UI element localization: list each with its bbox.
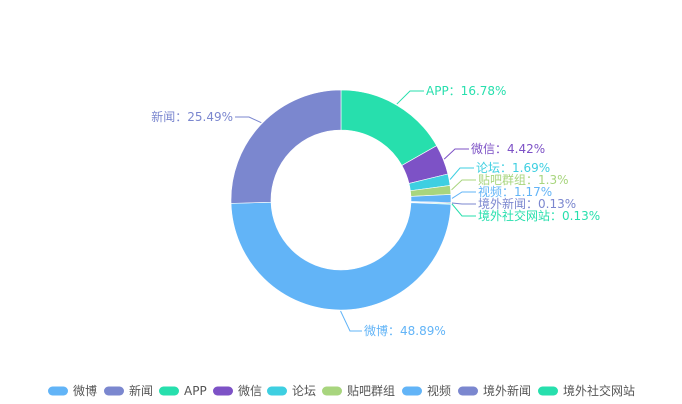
legend-item-境外社交网站[interactable]: 境外社交网站	[538, 383, 635, 398]
slice-label-微博: 微博：48.89%	[364, 323, 446, 338]
legend-item-新闻[interactable]: 新闻	[104, 383, 153, 398]
legend: 微博 新闻 APP 微信 论坛 贴吧群组 视频 境外新闻 境外社交网站	[48, 383, 635, 398]
legend-label: 视频	[427, 383, 451, 398]
legend-swatch	[267, 386, 287, 396]
legend-label: 微博	[73, 383, 97, 398]
slice-新闻[interactable]	[230, 89, 342, 204]
legend-swatch	[159, 386, 179, 396]
slice-label-APP: APP：16.78%	[426, 84, 506, 98]
legend-item-贴吧群组[interactable]: 贴吧群组	[322, 384, 395, 398]
leader-境外新闻	[451, 202, 476, 205]
slice-label-论坛: 论坛：1.69%	[476, 161, 550, 175]
leader-微信	[443, 148, 469, 160]
leader-视频	[451, 191, 476, 199]
leader-微博	[340, 310, 362, 332]
slice-label-境外社交网站: 境外社交网站：0.13%	[478, 208, 600, 223]
slice-label-微信: 微信：4.42%	[471, 142, 545, 156]
legend-swatch	[213, 386, 233, 396]
slice-label-贴吧群组: 贴吧群组：1.3%	[478, 173, 569, 187]
legend-swatch	[402, 386, 422, 396]
slice-微博[interactable]	[230, 201, 452, 311]
leader-境外社交网站	[451, 203, 476, 217]
leader-APP	[396, 90, 424, 105]
legend-label: 论坛	[292, 384, 316, 398]
legend-label: 境外社交网站	[563, 383, 635, 398]
slice-label-境外新闻: 境外新闻：0.13%	[478, 196, 576, 211]
legend-swatch	[538, 386, 558, 396]
legend-swatch	[322, 386, 342, 396]
legend-label: APP	[184, 384, 207, 398]
legend-item-视频[interactable]: 视频	[402, 383, 451, 398]
legend-swatch	[48, 386, 68, 396]
legend-item-微信[interactable]: 微信	[213, 384, 262, 398]
legend-swatch	[458, 386, 478, 396]
legend-label: 境外新闻	[483, 383, 531, 398]
slice-labels: APP：16.78% 微信：4.42% 论坛：1.69%贴吧群组：1.3%视频：1.…	[151, 84, 600, 338]
donut-slices	[230, 89, 452, 311]
legend-label: 贴吧群组	[347, 384, 395, 398]
slice-label-视频: 视频：1.17%	[478, 184, 552, 199]
slice-label-新闻: 新闻：25.49%	[151, 109, 233, 124]
leader-贴吧群组	[451, 179, 476, 191]
leader-论坛	[449, 167, 474, 180]
legend-item-微博[interactable]: 微博	[48, 383, 97, 398]
legend-label: 微信	[238, 384, 262, 398]
legend-item-APP[interactable]: APP	[159, 384, 207, 398]
legend-item-境外新闻[interactable]: 境外新闻	[458, 383, 531, 398]
leader-新闻	[235, 116, 262, 124]
legend-label: 新闻	[129, 383, 153, 398]
label-leaders	[235, 90, 476, 332]
legend-swatch	[104, 386, 124, 396]
legend-item-论坛[interactable]: 论坛	[267, 384, 316, 398]
